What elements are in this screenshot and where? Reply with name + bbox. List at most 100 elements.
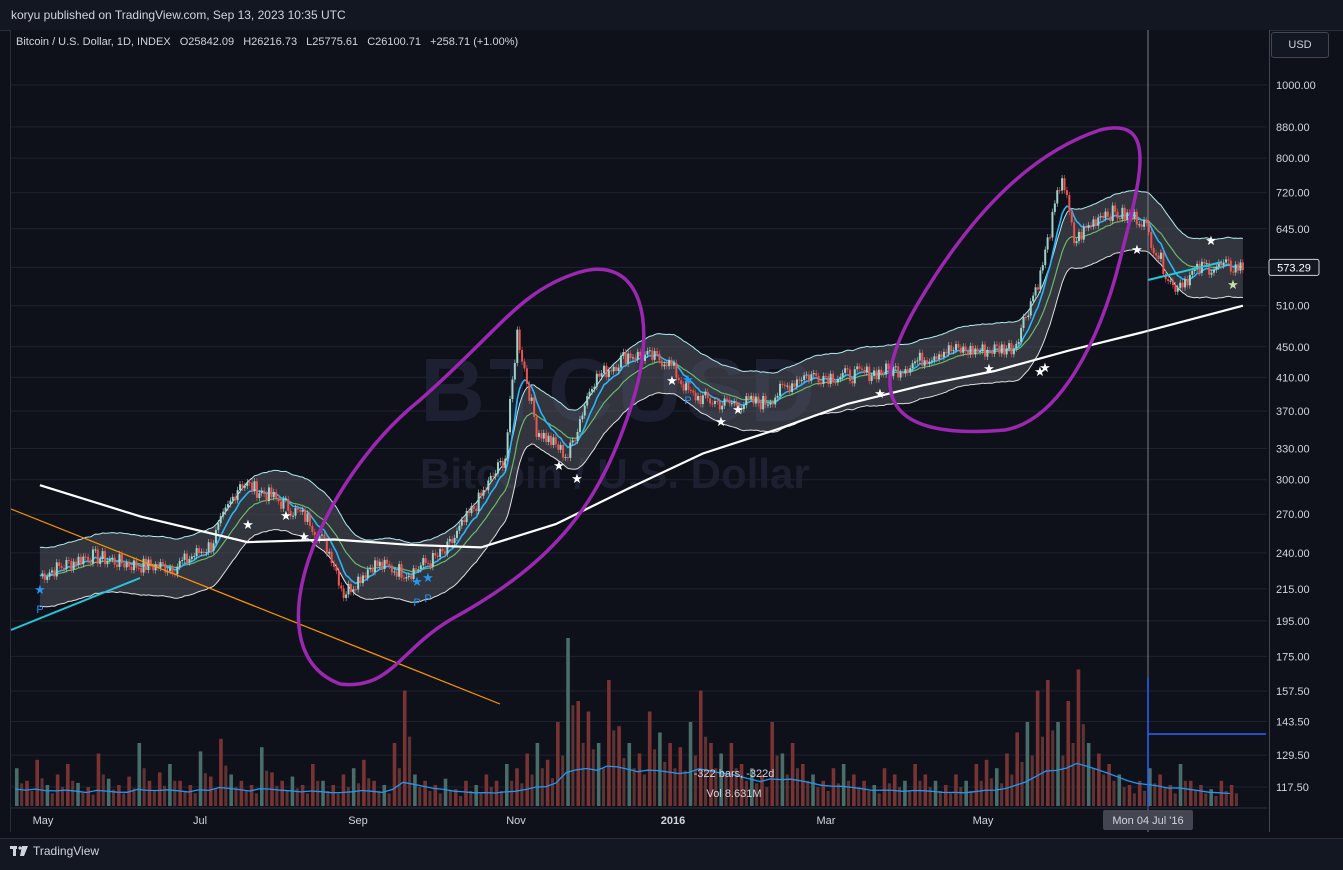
candle-body [463,519,466,523]
candle-body [436,555,439,557]
volume-bar [45,785,50,806]
candle-body [135,560,138,568]
chart-area[interactable] [10,30,1270,832]
candle-body [540,433,543,439]
volume-bar [423,780,427,806]
candle-body [494,473,497,477]
volume-bar [617,726,621,806]
candle-body [721,405,724,410]
legend-change: +258.71 (+1.00%) [430,36,519,48]
y-axis-tick-label: 645.00 [1276,224,1310,236]
candle-body [619,355,622,368]
candle-body [509,398,512,433]
candle-body [280,501,283,509]
candle-body [1053,203,1056,212]
volume-bar [1071,743,1075,806]
candle-body [916,360,919,362]
volume-bar [744,780,748,806]
legend-close: C26100.71 [367,36,422,48]
candle-body [246,482,249,486]
candle-body [484,490,487,492]
candle-body [1044,249,1047,266]
candle-body [142,558,145,573]
candle-body [253,481,256,492]
candle-body [101,551,104,559]
candle-body [366,569,369,578]
candle-body [308,513,311,526]
volume-bar [117,785,121,806]
volume-bar [35,759,39,806]
candle-body [431,552,434,568]
volume-bar [1194,790,1198,806]
candle-body [993,344,996,354]
volume-bar [356,783,361,806]
candle-body [58,562,61,567]
candle-body [730,403,733,405]
volume-bar [760,774,764,806]
candle-body [1196,263,1199,270]
currency-button[interactable]: USD [1271,32,1329,58]
signal-star-icon: ★ [1034,365,1046,380]
candle-body [417,569,420,571]
signal-star-icon: ★ [682,373,694,388]
candle-body [1027,315,1030,318]
cyan-trendline-right [1147,261,1223,281]
signal-star-icon: ★ [666,374,678,389]
candle-body [704,391,707,396]
candle-body [325,538,328,554]
volume-bar [1010,774,1014,806]
candle-body [769,402,772,405]
candle-body [1114,205,1117,212]
candle-body [113,557,116,565]
candle-body [653,351,656,360]
signal-star-icon: ★ [571,472,583,487]
candle-body [868,366,871,381]
volume-bar [1040,736,1044,806]
candle-body [607,370,610,377]
candle-body [480,492,483,496]
candle-body [1121,207,1124,219]
volume-bar [770,722,774,806]
candle-body [677,377,680,381]
candle-body [157,564,160,568]
candle-body [523,361,526,369]
volume-bar [857,787,861,806]
candle-body [914,361,917,364]
measure-volume-label: Vol 8.631M [706,788,761,800]
candle-body [1217,262,1220,267]
candle-body [904,369,907,374]
tradingview-brand[interactable]: TradingView [10,844,99,858]
volume-bar [607,680,611,806]
candle-body [873,370,876,376]
candle-body [1203,261,1206,264]
candle-body [995,344,998,346]
volume-bar [40,778,44,806]
candle-body [267,487,270,502]
candle-body [644,354,647,361]
candle-body [574,440,577,442]
candle-body [296,508,299,510]
volume-bar [142,768,146,806]
signal-star-icon: ★ [1205,234,1217,249]
volume-bar [653,749,657,806]
candle-body [89,560,92,564]
candle-body [935,356,938,359]
candle-body [1005,348,1008,355]
candle-body [754,396,757,404]
candle-body [629,353,632,359]
candle-body [65,559,68,570]
tradingview-logo-icon [10,846,28,856]
candle-body [1157,255,1160,259]
candle-body [880,369,883,374]
bollinger-band [39,190,1243,607]
candle-body [193,556,196,558]
candle-body [699,395,702,405]
volume-bar [188,785,193,806]
volume-bar [913,764,917,806]
volume-bar [698,690,703,806]
volume-bar [750,768,754,806]
candle-body [63,567,66,570]
candle-body [402,577,405,579]
x-axis-tick-label: Sep [348,815,368,827]
